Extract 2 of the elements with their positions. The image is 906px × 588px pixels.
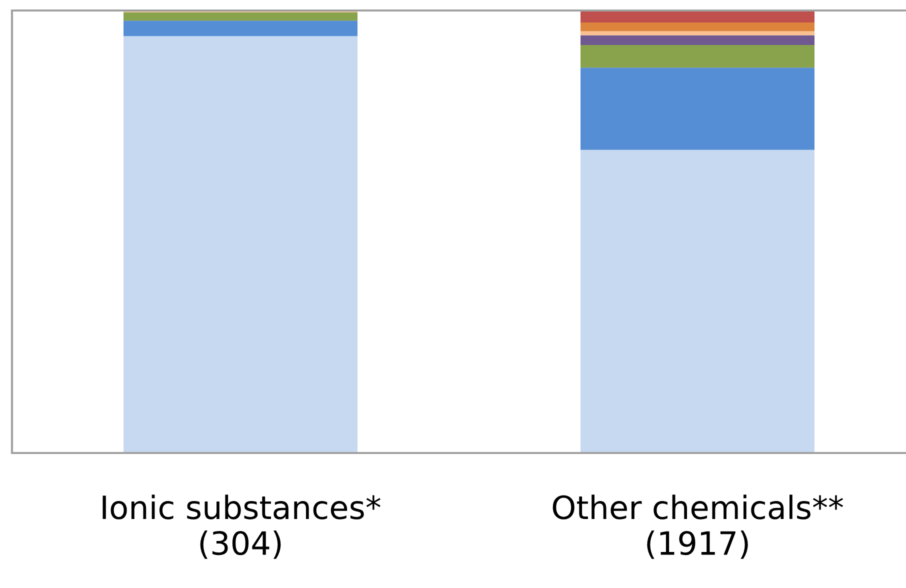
x-tick-label: Ionic substances* (304) [102,494,380,559]
x-tick-label: Other chemicals** (1917) [552,494,844,559]
